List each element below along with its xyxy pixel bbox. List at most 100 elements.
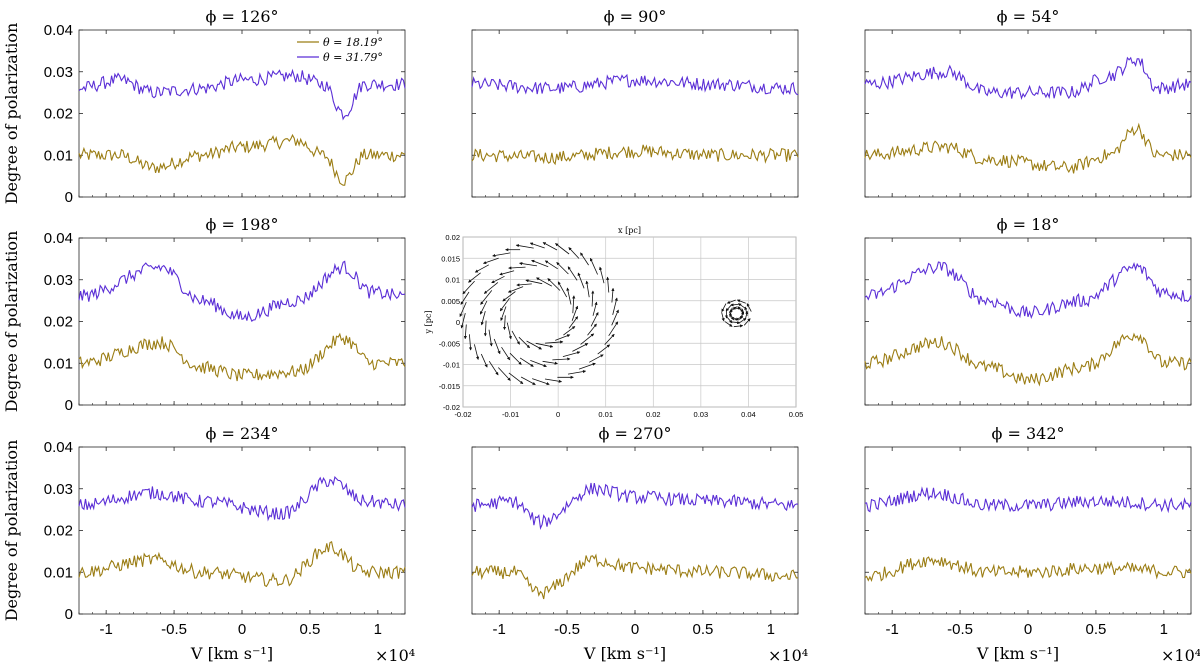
- field-arrow: [597, 344, 611, 355]
- field-arrow: [519, 262, 538, 267]
- series-line-theta-18: [78, 332, 406, 382]
- field-arrow: [589, 354, 604, 363]
- field-arrow: [460, 313, 466, 329]
- field-arrow: [499, 297, 510, 312]
- field-arrow-small: [739, 311, 745, 321]
- field-arrow: [578, 362, 596, 370]
- field-arrow: [474, 344, 480, 361]
- field-arrow-small: [724, 321, 733, 327]
- field-arrow: [542, 242, 558, 251]
- subplot-1: ϕ = 126° 0 0.01 0.02 0.03 0.04 Degree of polar…: [2, 7, 406, 206]
- panel-title: ϕ = 126°: [205, 7, 278, 26]
- subplot-7: ϕ = 270° -1 -0.5 0 0.5 1 V [km s⁻¹] ×10⁴: [471, 424, 808, 665]
- x-tick-label: 0.5: [1085, 621, 1106, 638]
- field-arrow: [611, 309, 619, 326]
- field-arrow-small: [725, 303, 733, 312]
- field-arrow: [479, 300, 488, 315]
- inset-x-tick-label: 0.05: [789, 410, 804, 419]
- series-line-theta-31: [864, 261, 1192, 320]
- series-line-theta-31: [864, 486, 1192, 514]
- x-axis-label: V [km s⁻¹]: [583, 644, 666, 663]
- x-axis-label: V [km s⁻¹]: [190, 644, 273, 663]
- field-arrow: [557, 281, 568, 298]
- field-arrow: [567, 266, 578, 281]
- field-arrow: [611, 287, 615, 303]
- field-arrow: [552, 357, 571, 361]
- field-arrow: [590, 257, 598, 275]
- field-arrow: [502, 315, 507, 331]
- field-arrow: [590, 312, 599, 327]
- field-arrow: [562, 351, 581, 357]
- inset-y-tick-label: 0.015: [441, 254, 460, 263]
- field-arrow: [612, 297, 618, 315]
- inset-x-tick-label: 0: [556, 410, 560, 419]
- y-tick-label: 0: [65, 189, 73, 206]
- y-tick-label: 0.03: [44, 64, 73, 81]
- field-arrow: [599, 266, 605, 284]
- legend-entry: θ = 31.79°: [323, 51, 383, 64]
- y-tick-label: 0.01: [44, 355, 73, 372]
- plot-area: [471, 29, 799, 198]
- field-arrow: [502, 291, 516, 302]
- inset-y-tick-label: -0.015: [439, 382, 460, 391]
- field-arrow: [577, 272, 585, 289]
- x-tick-label: 0: [631, 621, 639, 638]
- field-arrow: [501, 346, 511, 361]
- field-arrow-small: [736, 299, 746, 304]
- y-axis-label: Degree of polarization: [2, 440, 21, 622]
- y-tick-label: 0.03: [44, 481, 73, 498]
- field-arrow: [535, 342, 554, 348]
- y-tick-label: 0: [65, 606, 73, 623]
- inset-quiver-plot: -0.02 -0.01 0 0.01 0.02 0.03 0.04 0.05 -0.02 -0.0…: [424, 226, 803, 419]
- x-tick-label: -0.5: [947, 621, 973, 638]
- field-arrow: [567, 369, 587, 375]
- x-axis-label: V [km s⁻¹]: [976, 644, 1059, 663]
- field-arrow: [545, 340, 564, 344]
- field-arrow-small: [746, 303, 752, 312]
- inset-x-tick-label: -0.02: [454, 410, 471, 419]
- panel-title: ϕ = 342°: [991, 424, 1064, 443]
- inset-x-tick-label: 0.04: [741, 410, 756, 419]
- series-line-theta-31: [78, 476, 406, 522]
- y-tick-label: 0.01: [44, 564, 73, 581]
- field-arrow: [529, 242, 545, 249]
- field-arrow: [547, 278, 561, 291]
- plot-area: [864, 29, 1192, 198]
- inset-y-label: y [pc]: [424, 311, 433, 335]
- field-arrow-small: [729, 307, 733, 318]
- panel-title: ϕ = 90°: [604, 7, 667, 26]
- field-arrow: [572, 343, 589, 352]
- field-arrow: [468, 334, 473, 351]
- field-arrow: [468, 272, 481, 283]
- plot-area: [864, 446, 1192, 615]
- y-tick-label: 0: [65, 397, 73, 414]
- field-arrow: [566, 287, 572, 305]
- series-line-theta-18: [864, 556, 1192, 582]
- field-arrow: [480, 353, 488, 368]
- field-arrow: [488, 360, 499, 376]
- field-arrow-small: [743, 318, 751, 326]
- field-arrow: [519, 357, 534, 367]
- inset-x-tick-label: 0.02: [646, 410, 661, 419]
- field-arrow: [542, 360, 558, 365]
- field-arrow: [463, 324, 468, 340]
- y-axis-label: Degree of polarization: [2, 231, 21, 413]
- subplot-6: ϕ = 234° 0 0.01 0.02 0.03 0.04 -1 -0.5 0 0.5 1 Degr…: [2, 424, 415, 665]
- field-arrow: [580, 333, 595, 345]
- field-arrow: [525, 279, 543, 285]
- subplot-4: ϕ = 198° 0 0.01 0.02 0.03 0.04 Degree of polar…: [2, 215, 406, 414]
- field-arrow-small: [729, 306, 738, 313]
- x-tick-label: 1: [767, 621, 775, 638]
- subplot-5: ϕ = 18°: [864, 215, 1192, 406]
- field-arrow: [555, 334, 571, 341]
- inset-y-tick-label: -0.01: [443, 361, 460, 370]
- legend-entry: θ = 18.19°: [323, 36, 383, 49]
- field-arrow: [568, 316, 579, 329]
- series-line-theta-18: [471, 553, 799, 600]
- field-arrow: [500, 306, 507, 322]
- plot-area: [78, 446, 406, 615]
- field-arrow: [483, 320, 488, 337]
- field-arrow: [580, 252, 589, 266]
- x-multiplier: ×10⁴: [1161, 646, 1200, 665]
- plot-area: [78, 237, 406, 406]
